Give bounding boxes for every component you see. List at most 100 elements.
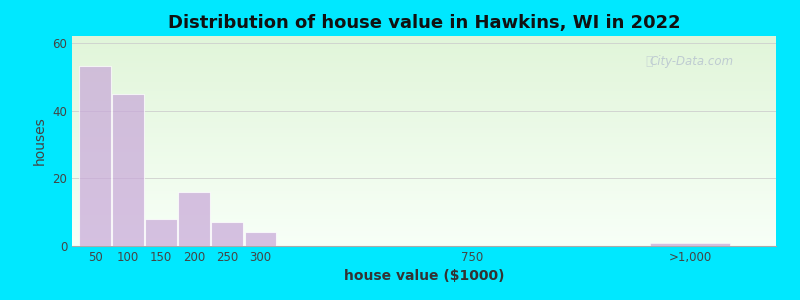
Bar [72, 128, 776, 130]
Bar [72, 114, 776, 116]
Bar [72, 80, 776, 82]
Bar [72, 191, 776, 194]
Bar [72, 212, 776, 214]
Text: 🔍: 🔍 [646, 55, 653, 68]
Bar [72, 210, 776, 212]
Bar [72, 204, 776, 206]
Bar [72, 225, 776, 227]
Bar [72, 244, 776, 246]
Bar [72, 177, 776, 179]
Bar [72, 179, 776, 181]
Bar [72, 139, 776, 141]
Bar [72, 196, 776, 198]
Bar [72, 65, 776, 68]
Bar [72, 240, 776, 242]
Bar [72, 99, 776, 101]
Title: Distribution of house value in Hawkins, WI in 2022: Distribution of house value in Hawkins, … [168, 14, 680, 32]
Bar [72, 135, 776, 137]
Bar [72, 63, 776, 65]
Bar [72, 40, 776, 42]
Bar [72, 53, 776, 55]
Bar [245, 232, 276, 246]
Bar [72, 149, 776, 152]
Bar [72, 49, 776, 51]
Bar [72, 120, 776, 122]
Bar [72, 44, 776, 46]
Bar [72, 91, 776, 93]
Bar [79, 67, 111, 246]
Bar [112, 94, 144, 246]
Bar [72, 170, 776, 172]
Bar [72, 46, 776, 49]
Bar [72, 168, 776, 170]
Bar [72, 175, 776, 177]
Bar [72, 95, 776, 97]
Bar [72, 183, 776, 185]
Bar [72, 137, 776, 139]
Bar [72, 206, 776, 208]
Bar [72, 185, 776, 187]
Bar [72, 51, 776, 53]
Bar [72, 112, 776, 114]
Bar [211, 222, 243, 246]
Bar [72, 141, 776, 143]
Bar [72, 162, 776, 164]
Bar [72, 78, 776, 80]
Bar [72, 172, 776, 175]
Bar [72, 154, 776, 156]
Bar [72, 202, 776, 204]
Bar [72, 152, 776, 154]
Bar [178, 192, 210, 246]
Bar [72, 229, 776, 231]
Bar [72, 189, 776, 191]
Bar [72, 208, 776, 210]
Bar [72, 187, 776, 189]
Bar [72, 147, 776, 149]
Bar [72, 145, 776, 147]
Bar [72, 42, 776, 44]
Text: City-Data.com: City-Data.com [650, 55, 734, 68]
Bar [72, 61, 776, 63]
Bar [72, 181, 776, 183]
Bar [72, 74, 776, 76]
Bar [72, 68, 776, 70]
Bar [72, 93, 776, 95]
Bar [72, 158, 776, 160]
Bar [72, 223, 776, 225]
Bar [72, 231, 776, 233]
X-axis label: house value ($1000): house value ($1000) [344, 269, 504, 284]
Bar [72, 116, 776, 118]
Bar [72, 126, 776, 128]
Bar [72, 82, 776, 84]
Bar [72, 164, 776, 166]
Bar [72, 86, 776, 88]
Bar [72, 97, 776, 99]
Bar [72, 219, 776, 221]
Bar [72, 124, 776, 126]
Bar [72, 76, 776, 78]
Bar [72, 200, 776, 202]
Bar [72, 59, 776, 61]
Y-axis label: houses: houses [33, 117, 46, 165]
Bar [72, 238, 776, 240]
Bar [72, 166, 776, 168]
Bar [72, 194, 776, 196]
Bar [72, 214, 776, 217]
Bar [72, 36, 776, 38]
Bar [72, 70, 776, 72]
Bar [72, 217, 776, 219]
Bar [72, 143, 776, 145]
Bar [72, 233, 776, 236]
Bar [72, 88, 776, 91]
Bar [72, 156, 776, 158]
Bar [72, 130, 776, 133]
Bar [72, 236, 776, 238]
Bar [72, 198, 776, 200]
Bar [72, 38, 776, 40]
Bar [72, 72, 776, 74]
Bar [72, 118, 776, 120]
Bar [72, 55, 776, 57]
Bar [146, 219, 177, 246]
Bar [72, 107, 776, 110]
Bar [650, 243, 730, 246]
